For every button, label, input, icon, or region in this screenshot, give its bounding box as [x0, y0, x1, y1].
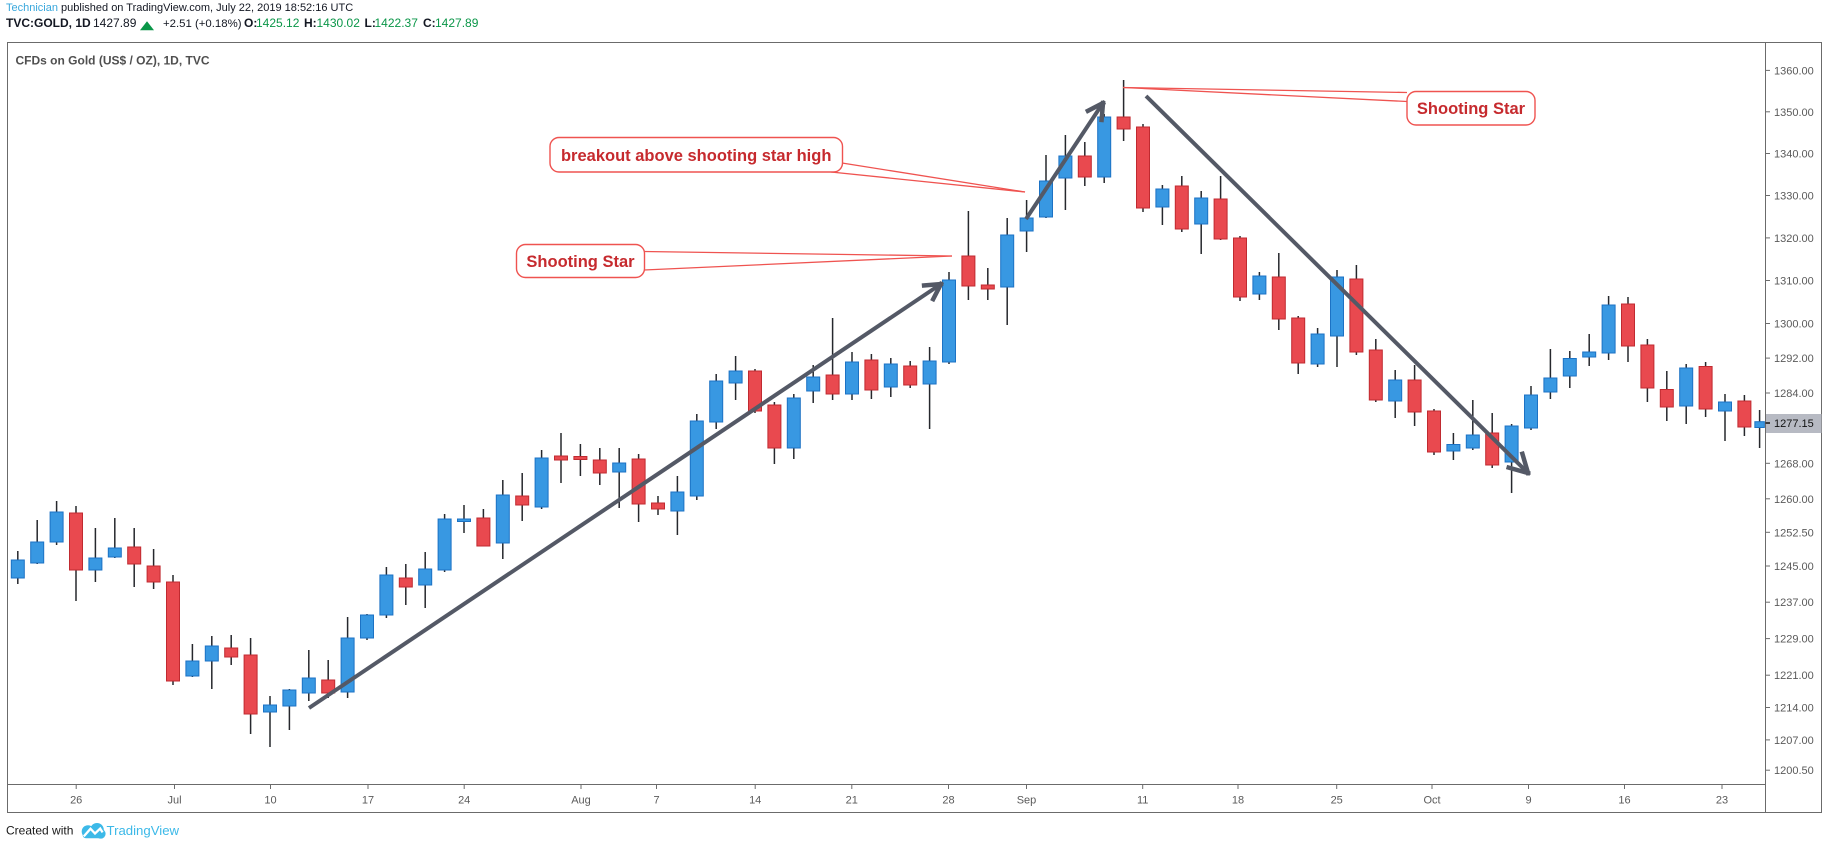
- svg-text:14: 14: [749, 795, 761, 807]
- svg-text:1292.00: 1292.00: [1774, 353, 1814, 365]
- svg-text:1229.00: 1229.00: [1774, 634, 1814, 646]
- svg-text:1340.00: 1340.00: [1774, 149, 1814, 161]
- svg-text:1268.00: 1268.00: [1774, 458, 1814, 470]
- svg-text:Jul: Jul: [167, 795, 181, 807]
- svg-text:1237.00: 1237.00: [1774, 597, 1814, 609]
- svg-text:O:1425.12: O:1425.12: [244, 16, 300, 30]
- svg-text:1350.00: 1350.00: [1774, 107, 1814, 119]
- svg-text:1245.00: 1245.00: [1774, 561, 1814, 573]
- svg-text:C:1427.89: C:1427.89: [423, 16, 479, 30]
- svg-text:17: 17: [362, 795, 374, 807]
- svg-text:1320.00: 1320.00: [1774, 233, 1814, 245]
- svg-text:16: 16: [1618, 795, 1630, 807]
- svg-text:1252.50: 1252.50: [1774, 527, 1814, 539]
- svg-text:28: 28: [942, 795, 954, 807]
- svg-text:CFDs on Gold (US$ / OZ), 1D, T: CFDs on Gold (US$ / OZ), 1D, TVC: [16, 54, 210, 68]
- svg-text:1330.00: 1330.00: [1774, 191, 1814, 203]
- svg-text:Created with: Created with: [6, 824, 73, 838]
- svg-text:1207.00: 1207.00: [1774, 735, 1814, 747]
- svg-text:1277.15: 1277.15: [1774, 418, 1814, 430]
- svg-text:TradingView: TradingView: [107, 823, 180, 838]
- svg-text:1221.00: 1221.00: [1774, 670, 1814, 682]
- svg-text:1260.00: 1260.00: [1774, 494, 1814, 506]
- svg-text:26: 26: [70, 795, 82, 807]
- svg-text:Technician published on Tradin: Technician published on TradingView.com,…: [6, 2, 353, 14]
- svg-text:1427.89: 1427.89: [93, 16, 137, 30]
- svg-text:1360.00: 1360.00: [1774, 65, 1814, 77]
- svg-text:23: 23: [1716, 795, 1728, 807]
- svg-text:L:1422.37: L:1422.37: [365, 16, 419, 30]
- svg-text:9: 9: [1525, 795, 1531, 807]
- svg-text:7: 7: [653, 795, 659, 807]
- svg-text:Shooting Star: Shooting Star: [1417, 100, 1526, 118]
- svg-text:1214.00: 1214.00: [1774, 703, 1814, 715]
- svg-text:1200.50: 1200.50: [1774, 765, 1814, 777]
- svg-text:10: 10: [264, 795, 276, 807]
- svg-text:+2.51 (+0.18%): +2.51 (+0.18%): [163, 18, 242, 30]
- svg-text:21: 21: [846, 795, 858, 807]
- svg-text:Shooting Star: Shooting Star: [526, 253, 635, 271]
- svg-text:1300.00: 1300.00: [1774, 319, 1814, 331]
- svg-text:1310.00: 1310.00: [1774, 276, 1814, 288]
- svg-text:Sep: Sep: [1017, 795, 1037, 807]
- svg-text:Oct: Oct: [1423, 795, 1440, 807]
- svg-text:11: 11: [1137, 795, 1148, 807]
- svg-text:H:1430.02: H:1430.02: [304, 16, 360, 30]
- svg-text:TVC:GOLD, 1D: TVC:GOLD, 1D: [6, 16, 91, 30]
- svg-text:24: 24: [458, 795, 470, 807]
- svg-text:Aug: Aug: [571, 795, 591, 807]
- svg-text:breakout above shooting star h: breakout above shooting star high: [561, 147, 831, 165]
- svg-text:18: 18: [1232, 795, 1244, 807]
- svg-text:25: 25: [1331, 795, 1343, 807]
- svg-text:1284.00: 1284.00: [1774, 388, 1814, 400]
